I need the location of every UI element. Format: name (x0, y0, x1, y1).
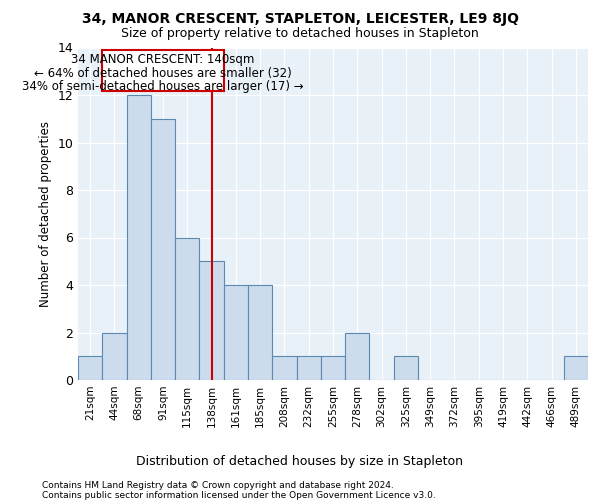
Bar (394, 356, 418, 380)
Text: Distribution of detached houses by size in Stapleton: Distribution of detached houses by size … (137, 455, 464, 468)
Bar (272, 356, 296, 380)
Bar (248, 285, 272, 380)
Bar (321, 356, 345, 380)
Text: 34 MANOR CRESCENT: 140sqm: 34 MANOR CRESCENT: 140sqm (71, 54, 254, 66)
Text: 34, MANOR CRESCENT, STAPLETON, LEICESTER, LE9 8JQ: 34, MANOR CRESCENT, STAPLETON, LEICESTER… (82, 12, 518, 26)
Text: Contains public sector information licensed under the Open Government Licence v3: Contains public sector information licen… (42, 491, 436, 500)
Bar (175, 238, 199, 380)
Y-axis label: Number of detached properties: Number of detached properties (39, 120, 52, 306)
Bar (78, 356, 102, 380)
Bar (127, 95, 151, 380)
Text: 34% of semi-detached houses are larger (17) →: 34% of semi-detached houses are larger (… (22, 80, 304, 94)
FancyBboxPatch shape (102, 50, 224, 92)
Bar (224, 285, 248, 380)
Bar (199, 261, 224, 380)
Text: Contains HM Land Registry data © Crown copyright and database right 2024.: Contains HM Land Registry data © Crown c… (42, 481, 394, 490)
Bar (345, 332, 370, 380)
Bar (296, 356, 321, 380)
Bar (564, 356, 588, 380)
Text: Size of property relative to detached houses in Stapleton: Size of property relative to detached ho… (121, 28, 479, 40)
Bar (102, 332, 127, 380)
Bar (151, 118, 175, 380)
Text: ← 64% of detached houses are smaller (32): ← 64% of detached houses are smaller (32… (34, 67, 292, 80)
